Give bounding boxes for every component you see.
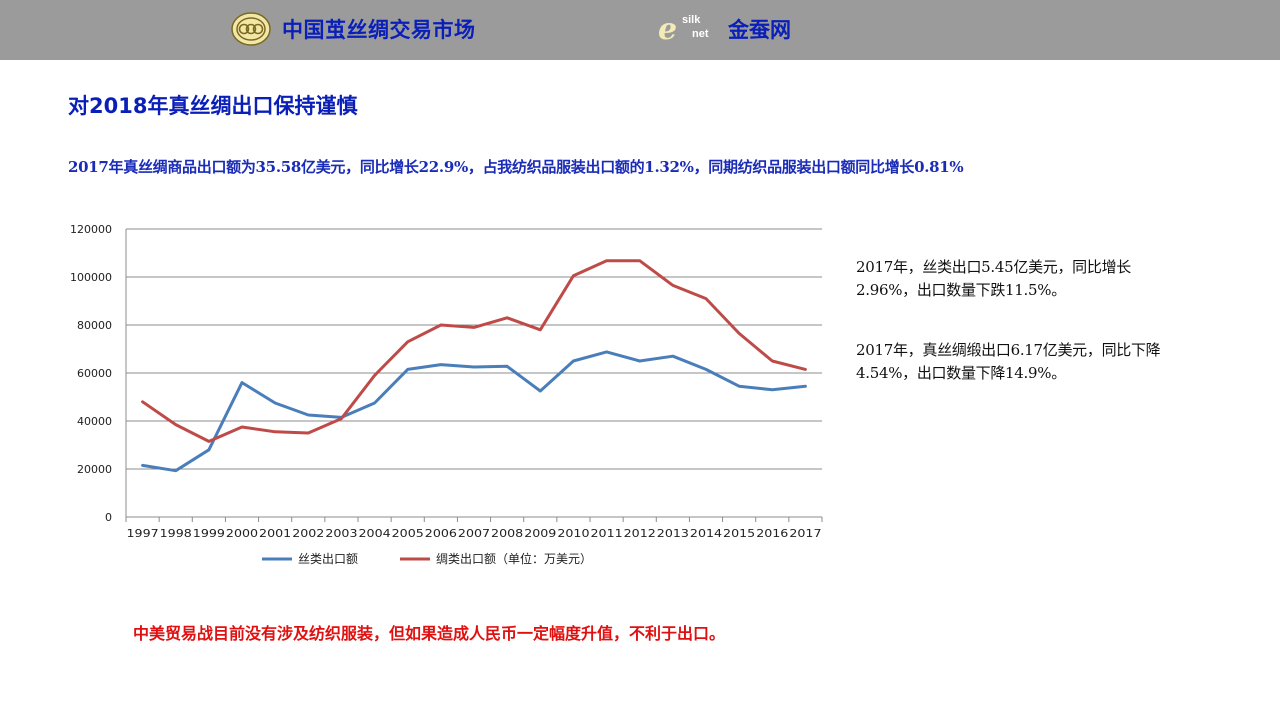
x-tick-label-2006: 2006 [425, 527, 457, 540]
note-silk-export: 2017年，丝类出口5.45亿美元，同比增长2.96%，出口数量下跌11.5%。 [856, 258, 1131, 299]
series-line-0 [141, 350, 807, 473]
x-tick-label-2010: 2010 [557, 527, 589, 540]
x-tick-label-2009: 2009 [524, 527, 556, 540]
x-tick-label-2016: 2016 [756, 527, 788, 540]
note-satin-export: 2017年，真丝绸缎出口6.17亿美元，同比下降4.54%，出口数量下降14.9… [856, 341, 1161, 382]
y-tick-label-6: 120000 [70, 223, 112, 236]
y-tick-label-3: 60000 [77, 367, 112, 380]
x-tick-label-2013: 2013 [657, 527, 689, 540]
logo-e: e [658, 12, 678, 47]
x-tick-label-2017: 2017 [789, 527, 821, 540]
x-tick-label-2007: 2007 [458, 527, 490, 540]
x-tick-label-2012: 2012 [624, 527, 656, 540]
x-tick-label-2005: 2005 [392, 527, 424, 540]
logo-silk: silk [682, 14, 701, 26]
brand-right-title: 金蚕网 [728, 18, 791, 42]
esilk-logo-icon: e silk net [656, 12, 718, 48]
brand-left-title: 中国茧丝绸交易市场 [282, 18, 476, 42]
x-tick-label-1999: 1999 [193, 527, 225, 540]
y-tick-label-5: 100000 [70, 271, 112, 284]
series-line-1 [141, 259, 807, 443]
legend-label-0: 丝类出口额 [298, 552, 358, 566]
logo-net: net [692, 28, 709, 40]
x-tick-label-2001: 2001 [259, 527, 291, 540]
x-tick-label-2002: 2002 [292, 527, 324, 540]
x-tick-label-2003: 2003 [325, 527, 357, 540]
y-tick-label-1: 20000 [77, 463, 112, 476]
x-tick-label-2008: 2008 [491, 527, 523, 540]
y-tick-label-2: 40000 [77, 415, 112, 428]
silk-market-logo-icon [231, 12, 271, 46]
page-title: 对2018年真丝绸出口保持谨慎 [68, 94, 358, 118]
summary-text: 2017年真丝绸商品出口额为35.58亿美元，同比增长22.9%，占我纺织品服装… [68, 158, 964, 176]
trade-war-warning: 中美贸易战目前没有涉及纺织服装，但如果造成人民币一定幅度升值，不利于出口。 [133, 624, 726, 643]
x-tick-label-1998: 1998 [160, 527, 192, 540]
x-tick-label-2014: 2014 [690, 527, 722, 540]
export-line-chart: 0 20000 40000 60000 80000 100000 120000 1997 199… [50, 215, 840, 575]
x-tick-label-1997: 1997 [127, 527, 159, 540]
header-bar: 中国茧丝绸交易市场 e silk net 金蚕网 [0, 0, 1280, 60]
x-tick-label-2004: 2004 [359, 527, 391, 540]
x-tick-label-2000: 2000 [226, 527, 258, 540]
y-tick-label-4: 80000 [77, 319, 112, 332]
y-tick-label-0: 0 [105, 511, 112, 524]
x-tick-label-2011: 2011 [591, 527, 623, 540]
x-tick-label-2015: 2015 [723, 527, 755, 540]
legend-label-1: 绸类出口额（单位：万美元） [436, 551, 592, 566]
